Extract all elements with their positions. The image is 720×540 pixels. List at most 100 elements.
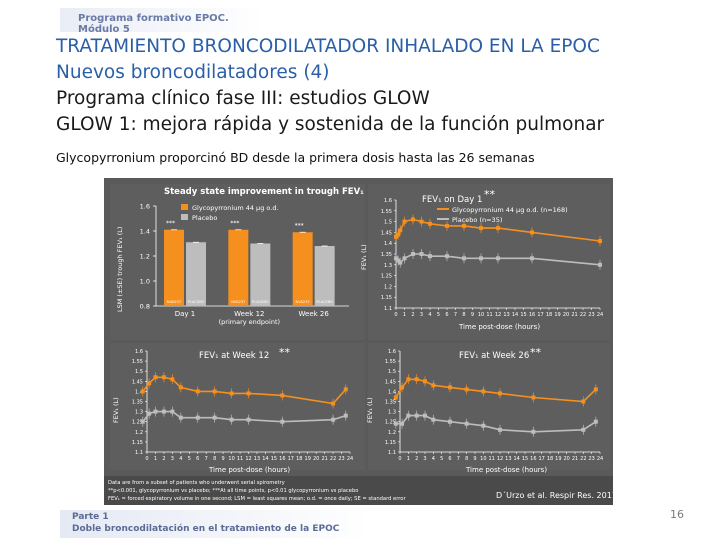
bar-y-tick-label: 1.4 [140,228,150,236]
data-point-glyco [161,375,166,380]
day1-legend-placebo: Placebo (n=35) [452,216,502,224]
line-x-tick-label: 16 [279,456,285,462]
line-x-tick-label: 24 [597,456,603,462]
line-y-tick-label: 1.25 [385,420,396,426]
legend-glyco-label: Glycopyrronium 44 µg o.d. [192,204,279,212]
line-x-tick-label: 18 [296,456,302,462]
data-point-placebo [229,417,234,422]
line-x-tick-label: 21 [571,312,577,318]
data-point-placebo [496,256,500,261]
footer: Parte 1 Doble broncodilatación en el tra… [0,506,720,540]
week12-plot: 1.11.151.21.251.31.351.41.451.51.551.60 1… [132,349,353,462]
line-y-tick-label: 1.35 [385,400,396,406]
line-x-tick-label: 1 [407,456,410,462]
footer-band [60,510,370,538]
line-y-tick-label: 1.3 [388,410,396,416]
line-x-tick-label: 12 [245,456,251,462]
bar-placebo [250,243,271,306]
data-point-placebo [402,256,407,261]
data-point-placebo [331,417,336,422]
line-x-tick-label: 4 [428,312,431,318]
line-x-tick-label: 14 [512,312,518,318]
line-y-tick-label: 1.2 [384,284,392,290]
line-x-tick-label: 10 [480,456,486,462]
line-x-tick-label: 11 [486,312,492,318]
data-point-glyco [423,379,427,384]
title-line-3: Programa clínico fase III: estudios GLOW [56,88,430,109]
line-x-tick-label: 13 [505,456,511,462]
data-point-glyco [178,385,183,390]
data-point-glyco [479,226,483,231]
line-x-tick-label: 11 [488,456,494,462]
line-x-tick-label: 0 [398,456,401,462]
line-x-tick-label: 17 [288,456,294,462]
line-y-tick-label: 1.25 [381,274,392,280]
data-point-placebo [464,421,469,426]
line-y-tick-label: 1.6 [135,349,143,355]
line-x-tick-label: 1 [154,456,157,462]
day1-plot: 1.11.151.21.251.31.351.41.451.51.551.60 1… [381,198,603,318]
line-x-tick-label: 8 [465,456,468,462]
data-point-placebo [498,427,502,432]
day1-title: FEV₁ on Day 1 [422,195,482,205]
data-point-glyco [411,217,415,222]
line-y-tick-label: 1.2 [388,430,396,436]
line-y-tick-label: 1.45 [385,379,396,385]
line-x-tick-label: 9 [471,312,474,318]
line-x-tick-label: 2 [415,456,418,462]
data-point-placebo [147,411,152,416]
line-x-tick-label: 23 [588,312,594,318]
week26-ylabel: FEV₁ (L) [366,397,374,423]
data-point-placebo [445,254,449,259]
figure-citation: D´Urzo et al. Respir Res. 2011 [496,490,613,500]
legend-placebo-label: Placebo [192,214,217,222]
data-point-placebo [411,252,415,256]
line-y-tick-label: 1.1 [388,450,396,456]
data-point-glyco [229,391,234,396]
line-y-tick-label: 1.55 [385,359,396,365]
line-x-tick-label: 22 [580,312,586,318]
line-x-tick-label: 4 [432,456,435,462]
week26-significance: ** [530,346,542,359]
bar-placebo [186,242,206,306]
line-x-tick-label: 13 [254,456,260,462]
line-x-tick-label: 2 [162,456,165,462]
line-x-tick-label: 5 [437,312,440,318]
data-point-placebo [598,262,602,267]
line-x-tick-label: 20 [563,456,569,462]
bar-chart-title: Steady state improvement in trough FEV₁ [164,187,364,197]
line-x-tick-label: 8 [462,312,465,318]
data-point-glyco [581,399,586,404]
data-point-placebo [178,415,183,420]
data-point-glyco [394,234,398,239]
line-y-tick-label: 1.55 [381,209,392,215]
week26-plot: 1.11.151.21.251.31.351.41.451.51.551.60 1… [385,349,603,462]
week12-xlabel: Time post-dose (hours) [208,466,290,474]
line-x-tick-label: 6 [196,456,199,462]
bar-chart-ylabel: LSM (±SE) trough FEV₁ (L) [116,227,124,312]
line-x-tick-label: 22 [580,456,586,462]
line-y-tick-label: 1.2 [135,430,143,436]
footer-part-title: Doble broncodilatación en el tratamiento… [72,524,340,534]
line-x-tick-label: 23 [588,456,594,462]
day1-xlabel: Time post-dose (hours) [458,323,540,331]
data-point-glyco [414,377,419,382]
data-point-glyco [147,381,152,386]
bar-category-sublabel: (primary endpoint) [219,318,280,326]
glow1-charts-svg: Steady state improvement in trough FEV₁ … [104,184,613,505]
line-x-tick-label: 15 [522,456,528,462]
line-x-tick-label: 15 [271,456,277,462]
line-x-tick-label: 21 [572,456,578,462]
line-x-tick-label: 7 [457,456,460,462]
footer-part: Parte 1 [72,512,109,522]
data-point-glyco [398,228,403,233]
data-point-glyco [419,219,424,224]
line-x-tick-label: 7 [454,312,457,318]
legend-glyco-swatch [181,204,188,210]
data-point-glyco [598,239,602,244]
data-point-glyco [331,401,336,406]
title-line-4: GLOW 1: mejora rápida y sostenida de la … [56,114,605,135]
data-point-glyco [343,387,348,392]
line-x-tick-label: 19 [554,312,560,318]
data-point-glyco [593,387,598,392]
